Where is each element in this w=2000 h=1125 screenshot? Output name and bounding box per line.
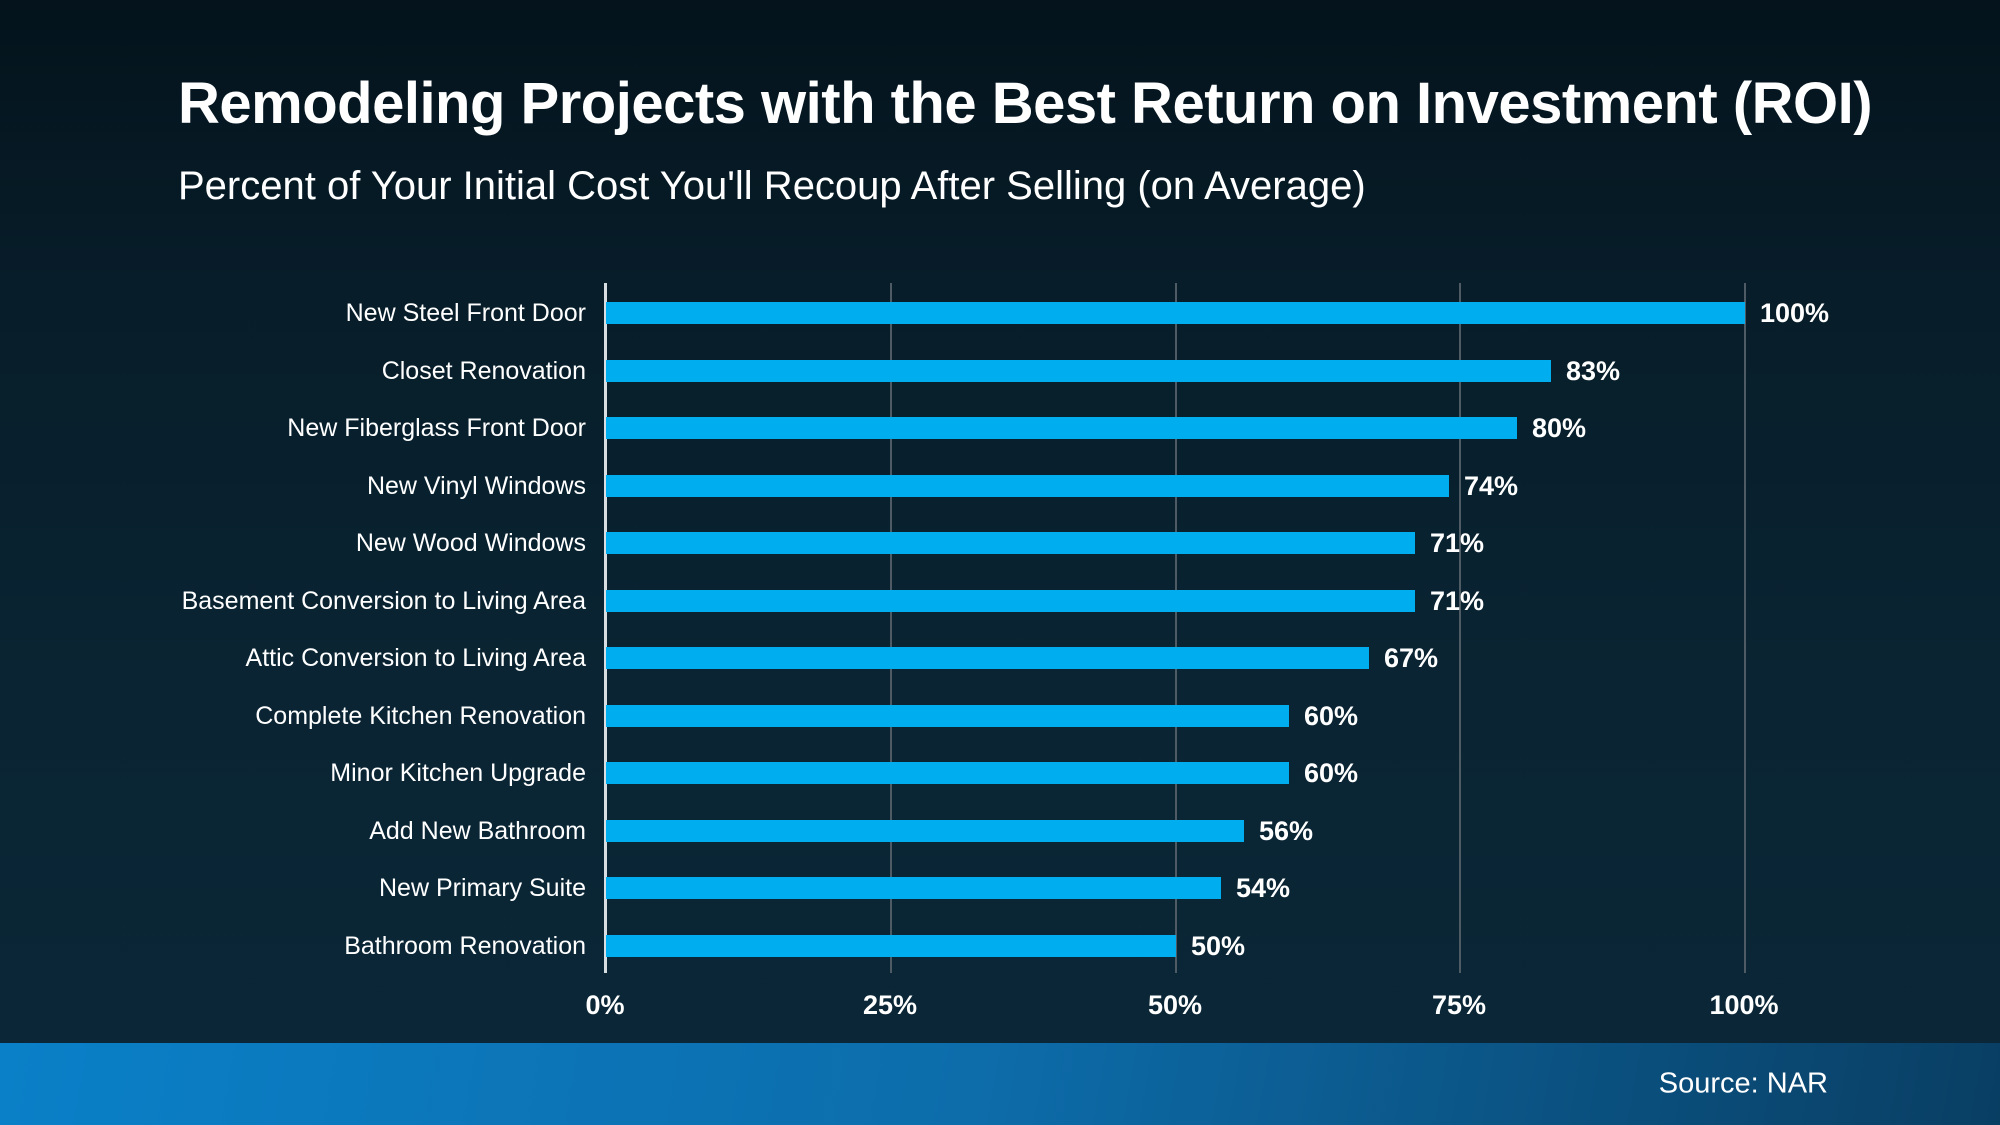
chart-title: Remodeling Projects with the Best Return… (178, 71, 1873, 136)
chart-subtitle: Percent of Your Initial Cost You'll Reco… (178, 164, 1366, 208)
category-label: Complete Kitchen Renovation (255, 702, 586, 730)
category-label: Closet Renovation (381, 357, 586, 385)
bar (606, 532, 1415, 554)
value-label: 80% (1532, 413, 1587, 443)
category-label: Minor Kitchen Upgrade (330, 759, 586, 787)
bar (606, 647, 1369, 669)
x-tick-label: 0% (585, 990, 625, 1020)
x-tick-label: 50% (1147, 990, 1203, 1020)
source-label: Source: NAR (1658, 1067, 1828, 1100)
category-label: Basement Conversion to Living Area (181, 587, 586, 615)
category-label: New Steel Front Door (345, 299, 586, 327)
value-label: 74% (1464, 471, 1519, 501)
category-label: New Wood Windows (355, 529, 586, 557)
value-label: 71% (1430, 586, 1485, 616)
value-label: 50% (1191, 931, 1246, 961)
value-label: 56% (1259, 816, 1314, 846)
gridline (1175, 283, 1177, 973)
gridline (1744, 283, 1746, 973)
y-axis-line (604, 283, 607, 973)
category-label: New Fiberglass Front Door (287, 414, 586, 442)
bar (606, 935, 1176, 957)
value-label: 83% (1566, 356, 1621, 386)
category-label: Bathroom Renovation (344, 932, 586, 960)
value-label: 100% (1760, 298, 1830, 328)
x-tick-label: 75% (1431, 990, 1487, 1020)
bar (606, 590, 1415, 612)
category-label: Add New Bathroom (369, 817, 586, 845)
value-label: 60% (1304, 758, 1359, 788)
value-label: 71% (1430, 528, 1485, 558)
category-label: New Primary Suite (379, 874, 586, 902)
x-tick-label: 100% (1709, 990, 1779, 1020)
bar (606, 705, 1289, 727)
value-label: 60% (1304, 701, 1359, 731)
bar (606, 302, 1745, 324)
bar (606, 360, 1551, 382)
bar (606, 417, 1517, 439)
bar (606, 820, 1244, 842)
x-tick-label: 25% (862, 990, 918, 1020)
bar (606, 762, 1289, 784)
value-label: 67% (1384, 643, 1439, 673)
gridline (890, 283, 892, 973)
bar (606, 475, 1449, 497)
value-label: 54% (1236, 873, 1291, 903)
category-label: Attic Conversion to Living Area (245, 644, 586, 672)
gridline (1459, 283, 1461, 973)
footer-bar: Source: NAR (0, 1043, 2000, 1125)
category-label: New Vinyl Windows (366, 472, 586, 500)
bar (606, 877, 1221, 899)
